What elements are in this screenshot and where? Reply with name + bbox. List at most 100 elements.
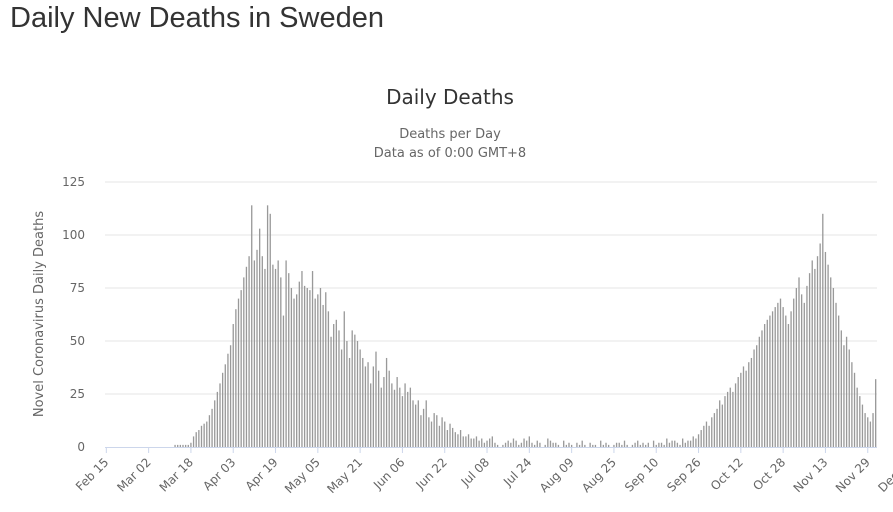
bar[interactable] xyxy=(618,442,620,447)
bar[interactable] xyxy=(655,444,657,447)
bar[interactable] xyxy=(256,249,258,447)
bar[interactable] xyxy=(766,319,768,447)
bar[interactable] xyxy=(422,408,425,447)
bar[interactable] xyxy=(679,444,681,447)
bar[interactable] xyxy=(729,387,731,447)
bar[interactable] xyxy=(459,430,462,447)
bar[interactable] xyxy=(615,442,618,447)
bar[interactable] xyxy=(589,442,591,447)
bar[interactable] xyxy=(420,415,422,447)
bar[interactable] xyxy=(634,442,636,447)
bar[interactable] xyxy=(457,434,459,447)
bar[interactable] xyxy=(861,404,864,447)
bar[interactable] xyxy=(811,260,813,447)
bar[interactable] xyxy=(520,442,523,447)
bar[interactable] xyxy=(830,277,832,447)
bar[interactable] xyxy=(734,383,737,447)
bar[interactable] xyxy=(851,362,853,447)
bar[interactable] xyxy=(359,349,361,447)
bar[interactable] xyxy=(354,334,356,447)
bar[interactable] xyxy=(676,442,679,447)
bar[interactable] xyxy=(771,311,774,447)
bar[interactable] xyxy=(208,415,211,447)
bar[interactable] xyxy=(375,351,377,447)
bar[interactable] xyxy=(277,260,279,447)
bar[interactable] xyxy=(388,370,390,447)
bar[interactable] xyxy=(549,440,552,447)
bar[interactable] xyxy=(613,444,615,447)
bar[interactable] xyxy=(671,440,673,447)
bar[interactable] xyxy=(724,396,726,447)
bar[interactable] xyxy=(732,391,734,447)
bar[interactable] xyxy=(745,370,747,447)
bar[interactable] xyxy=(444,421,446,447)
bar[interactable] xyxy=(317,294,319,447)
bar[interactable] xyxy=(327,311,330,447)
bar[interactable] xyxy=(555,442,557,447)
bar[interactable] xyxy=(393,389,396,447)
bar[interactable] xyxy=(536,440,538,447)
bar[interactable] xyxy=(259,228,261,447)
bar[interactable] xyxy=(274,268,277,447)
bar[interactable] xyxy=(631,444,634,447)
bar[interactable] xyxy=(232,324,234,447)
bar[interactable] xyxy=(518,444,520,447)
bar[interactable] xyxy=(692,436,694,447)
bar[interactable] xyxy=(705,421,708,447)
bar[interactable] xyxy=(203,423,205,447)
bar[interactable] xyxy=(272,264,274,447)
bar[interactable] xyxy=(486,440,488,447)
bar[interactable] xyxy=(465,436,467,447)
bar[interactable] xyxy=(243,277,245,447)
bar[interactable] xyxy=(380,387,382,447)
bar[interactable] xyxy=(647,442,649,447)
bar[interactable] xyxy=(227,353,229,447)
bar[interactable] xyxy=(177,444,179,447)
bar[interactable] xyxy=(859,396,861,447)
bar[interactable] xyxy=(330,336,332,447)
bar[interactable] xyxy=(711,417,713,447)
bar[interactable] xyxy=(623,440,626,447)
bar[interactable] xyxy=(502,444,504,447)
bar[interactable] xyxy=(253,260,256,447)
bar[interactable] xyxy=(742,366,745,447)
bar[interactable] xyxy=(853,372,856,447)
bar[interactable] xyxy=(396,377,398,447)
bar[interactable] xyxy=(719,400,721,447)
bar[interactable] xyxy=(621,444,623,447)
bar[interactable] xyxy=(216,391,219,447)
bar[interactable] xyxy=(713,413,716,447)
bar[interactable] xyxy=(198,430,200,447)
bar[interactable] xyxy=(845,336,848,447)
bar[interactable] xyxy=(607,444,610,447)
bar[interactable] xyxy=(840,330,842,447)
bar[interactable] xyxy=(229,345,232,447)
bar[interactable] xyxy=(211,408,213,447)
bar[interactable] xyxy=(703,425,705,447)
bar[interactable] xyxy=(547,438,549,447)
bar[interactable] xyxy=(856,387,858,447)
bar[interactable] xyxy=(436,415,438,447)
bar[interactable] xyxy=(605,442,607,447)
bar[interactable] xyxy=(552,442,554,447)
bar[interactable] xyxy=(827,264,829,447)
bar[interactable] xyxy=(417,400,419,447)
bar[interactable] xyxy=(872,413,874,447)
bar[interactable] xyxy=(570,444,573,447)
bar[interactable] xyxy=(779,298,782,447)
bar[interactable] xyxy=(531,442,533,447)
bar[interactable] xyxy=(280,277,282,447)
bar[interactable] xyxy=(637,440,639,447)
bar[interactable] xyxy=(301,271,303,447)
bar[interactable] xyxy=(446,430,449,447)
bar[interactable] xyxy=(674,440,676,447)
bar[interactable] xyxy=(391,383,393,447)
bar[interactable] xyxy=(433,413,435,447)
bar[interactable] xyxy=(343,311,345,447)
bar[interactable] xyxy=(695,438,697,447)
bar[interactable] xyxy=(224,364,226,447)
bar[interactable] xyxy=(602,444,605,447)
bar[interactable] xyxy=(626,444,628,447)
bar[interactable] xyxy=(319,288,322,447)
bar[interactable] xyxy=(515,440,517,447)
